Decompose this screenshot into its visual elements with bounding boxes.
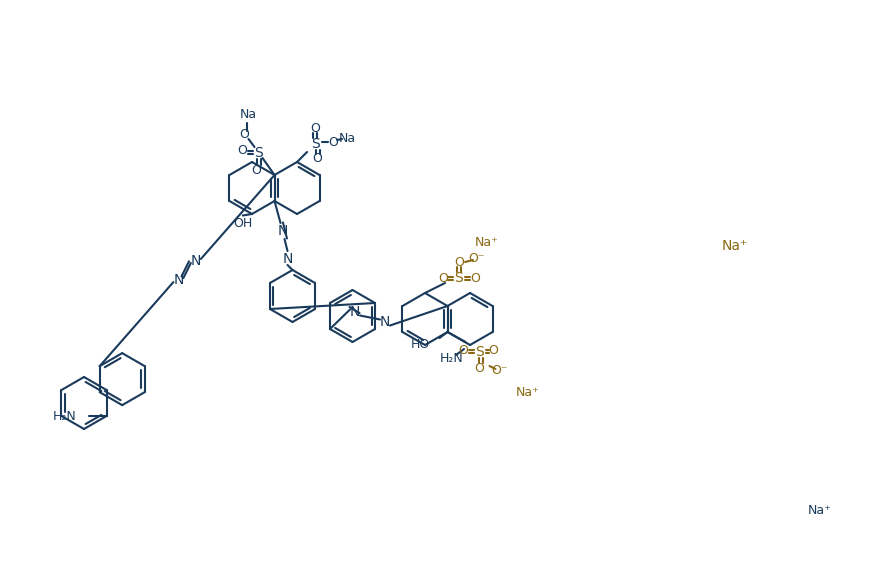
Text: S: S xyxy=(311,137,319,151)
Text: N: N xyxy=(350,305,360,320)
Text: O: O xyxy=(238,145,248,157)
Text: Na: Na xyxy=(240,108,257,122)
Text: N: N xyxy=(277,224,288,238)
Text: Na⁺: Na⁺ xyxy=(475,237,499,249)
Text: S: S xyxy=(475,345,484,359)
Text: S: S xyxy=(254,146,262,160)
Text: O: O xyxy=(252,164,262,176)
Text: O: O xyxy=(488,343,499,357)
Text: O⁻: O⁻ xyxy=(491,363,508,377)
Text: O: O xyxy=(454,256,464,268)
Text: Na⁺: Na⁺ xyxy=(515,385,539,399)
Text: O: O xyxy=(312,153,322,165)
Text: N: N xyxy=(283,252,293,266)
Text: O: O xyxy=(328,135,338,149)
Text: O: O xyxy=(458,343,468,357)
Text: Na⁺: Na⁺ xyxy=(722,239,748,253)
Text: N: N xyxy=(173,273,184,287)
Text: H₂N: H₂N xyxy=(52,410,76,423)
Text: Na⁺: Na⁺ xyxy=(808,505,832,517)
Text: O: O xyxy=(474,362,485,374)
Text: O⁻: O⁻ xyxy=(469,252,486,264)
Text: Na: Na xyxy=(339,131,355,145)
Text: N: N xyxy=(380,316,390,329)
Text: O: O xyxy=(240,128,249,142)
Text: H₂N: H₂N xyxy=(440,353,464,366)
Text: O: O xyxy=(438,271,448,285)
Text: O: O xyxy=(470,271,480,285)
Text: HO: HO xyxy=(410,338,430,351)
Text: OH: OH xyxy=(233,217,252,230)
Text: O: O xyxy=(310,122,320,135)
Text: N: N xyxy=(191,254,201,268)
Text: S: S xyxy=(455,271,464,285)
